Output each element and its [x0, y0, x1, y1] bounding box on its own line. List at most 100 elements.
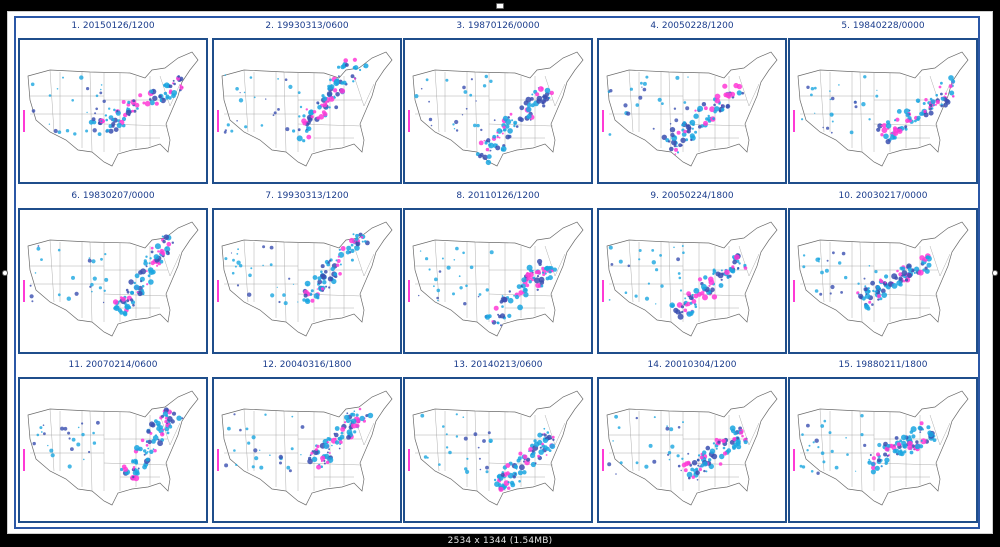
precip-mark: [518, 295, 521, 297]
precip-mark: [99, 91, 103, 95]
precip-mark: [859, 295, 863, 299]
precip-mark: [651, 260, 656, 265]
precip-mark: [327, 84, 331, 89]
precip-mark: [247, 292, 252, 297]
precip-mark: [674, 147, 678, 152]
precip-mark: [316, 101, 320, 105]
precip-mark: [149, 89, 154, 94]
precip-mark: [525, 106, 532, 113]
precip-mark: [655, 268, 659, 272]
resize-handle-right[interactable]: [992, 270, 998, 276]
precip-mark: [701, 102, 707, 107]
precip-mark: [140, 280, 143, 283]
precip-mark: [304, 280, 311, 287]
precip-mark: [528, 272, 534, 278]
precip-mark: [651, 249, 655, 252]
precip-mark: [661, 102, 664, 105]
precip-mark: [892, 449, 897, 454]
precip-mark: [679, 311, 682, 315]
precip-mark: [172, 79, 175, 82]
precip-mark: [465, 107, 468, 110]
precip-mark: [152, 95, 158, 101]
precip-mark: [326, 441, 329, 444]
precip-mark: [487, 431, 491, 435]
precip-mark: [318, 114, 325, 120]
precip-mark: [344, 414, 350, 420]
precip-mark: [894, 276, 898, 280]
precip-mark: [930, 99, 936, 105]
precip-mark: [542, 273, 546, 277]
precip-mark: [336, 263, 340, 267]
precip-mark: [239, 428, 242, 432]
precip-mark: [505, 134, 511, 140]
precip-mark: [308, 109, 315, 115]
precip-mark: [144, 451, 148, 455]
resize-handle-left[interactable]: [2, 270, 8, 276]
precip-mark: [537, 432, 543, 438]
precip-mark: [685, 303, 689, 307]
us-outline: [221, 51, 393, 167]
precip-mark: [865, 293, 868, 295]
precip-mark: [57, 248, 61, 252]
precip-mark: [278, 454, 283, 460]
precip-mark: [665, 426, 670, 431]
precip-mark: [644, 296, 650, 301]
precip-mark: [741, 91, 744, 95]
precip-mark: [235, 87, 239, 91]
precip-mark: [92, 276, 97, 281]
precip-mark: [226, 123, 230, 127]
state-boundary: [748, 422, 760, 446]
precip-mark: [87, 258, 92, 263]
precip-mark: [544, 87, 551, 94]
state-boundary: [554, 253, 566, 277]
precip-mark: [335, 259, 338, 262]
precip-mark: [336, 259, 341, 263]
precip-mark: [522, 454, 528, 460]
precip-mark: [437, 299, 439, 302]
precip-mark: [513, 124, 516, 128]
precip-mark: [916, 115, 921, 120]
precip-mark: [120, 467, 124, 472]
precip-mark: [302, 139, 306, 143]
precip-mark: [442, 425, 445, 428]
precip-mark: [461, 114, 464, 116]
precip-mark: [130, 298, 134, 302]
precip-mark: [518, 480, 521, 483]
precip-mark: [438, 463, 441, 466]
precip-mark: [65, 129, 70, 133]
precip-mark: [473, 123, 477, 128]
us-map: [597, 208, 787, 354]
precip-mark: [96, 420, 100, 425]
state-boundary: [363, 83, 375, 107]
precip-mark: [464, 467, 468, 471]
panel-title: 6. 19830207/0000: [71, 191, 155, 201]
precip-mark: [802, 265, 806, 269]
precip-mark: [360, 236, 364, 239]
us-map: [18, 38, 208, 184]
precip-mark: [688, 476, 691, 480]
precip-mark: [132, 466, 136, 469]
state-boundary: [243, 239, 249, 303]
precip-mark: [233, 413, 236, 416]
precip-mark: [91, 117, 96, 122]
precip-mark: [430, 124, 433, 127]
state-boundary: [159, 75, 171, 107]
precip-mark: [147, 267, 154, 273]
precip-mark: [669, 123, 672, 125]
precip-mark: [896, 109, 902, 114]
precip-mark: [534, 462, 537, 465]
resize-handle-top[interactable]: [496, 3, 504, 9]
precip-mark: [146, 283, 149, 286]
precip-mark: [526, 103, 532, 108]
precip-mark: [924, 268, 930, 274]
precip-mark: [154, 101, 159, 106]
precip-mark: [86, 111, 88, 114]
precip-mark: [909, 450, 914, 455]
precip-mark: [445, 446, 449, 449]
precip-mark: [165, 96, 169, 100]
precip-mark: [56, 88, 59, 90]
precip-mark: [346, 412, 349, 415]
precip-mark: [921, 428, 924, 431]
precip-mark: [911, 434, 916, 439]
precip-mark: [325, 285, 328, 288]
